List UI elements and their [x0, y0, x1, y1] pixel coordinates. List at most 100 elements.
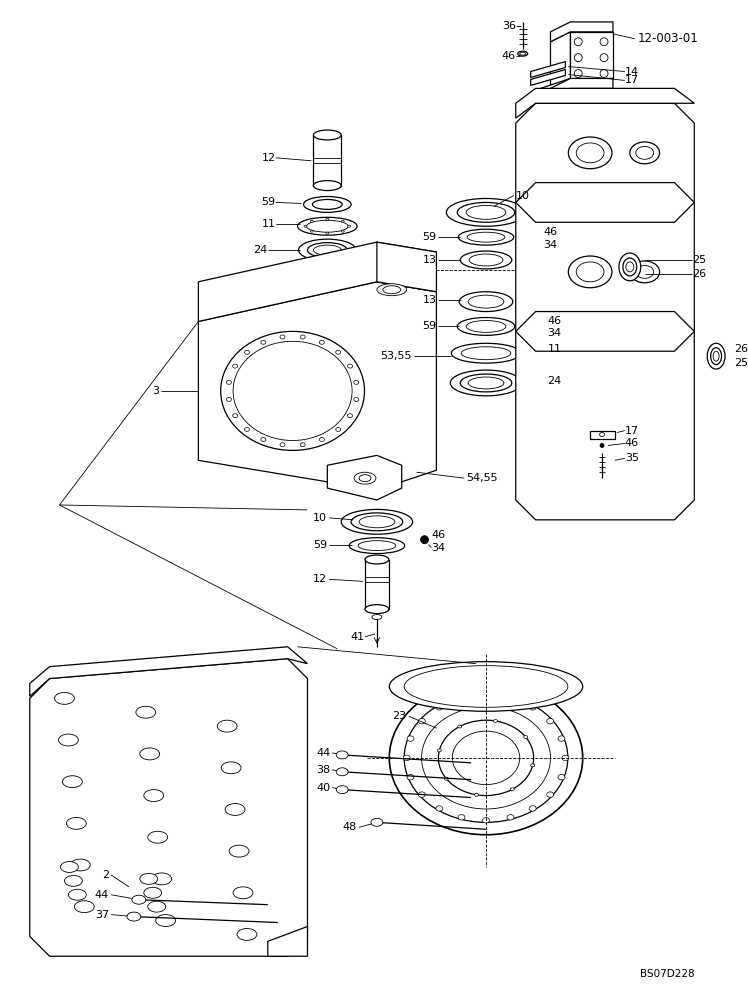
Ellipse shape — [58, 734, 79, 746]
Ellipse shape — [436, 705, 443, 710]
Ellipse shape — [626, 262, 634, 272]
Ellipse shape — [140, 748, 159, 760]
Ellipse shape — [140, 873, 158, 884]
Ellipse shape — [233, 414, 238, 418]
Ellipse shape — [518, 51, 527, 56]
Ellipse shape — [407, 774, 414, 780]
Ellipse shape — [507, 696, 514, 701]
Polygon shape — [377, 242, 436, 292]
Ellipse shape — [221, 762, 241, 774]
Ellipse shape — [468, 295, 504, 308]
Ellipse shape — [451, 343, 521, 363]
Text: 48: 48 — [343, 822, 357, 832]
Ellipse shape — [383, 286, 401, 294]
Ellipse shape — [227, 397, 231, 401]
Ellipse shape — [319, 340, 325, 344]
Ellipse shape — [450, 370, 521, 396]
Ellipse shape — [359, 475, 371, 482]
Text: 59: 59 — [313, 540, 328, 550]
Ellipse shape — [261, 438, 266, 441]
Ellipse shape — [494, 719, 497, 722]
Text: 46: 46 — [544, 227, 558, 237]
Ellipse shape — [341, 220, 344, 222]
Ellipse shape — [148, 831, 168, 843]
Text: 14: 14 — [625, 67, 639, 77]
Ellipse shape — [144, 887, 162, 898]
Polygon shape — [551, 78, 613, 98]
Polygon shape — [551, 32, 570, 88]
Polygon shape — [268, 926, 307, 956]
Ellipse shape — [319, 438, 325, 441]
Text: 34: 34 — [544, 240, 558, 250]
Ellipse shape — [474, 793, 479, 796]
Ellipse shape — [574, 38, 582, 46]
Polygon shape — [551, 22, 613, 42]
Text: 25: 25 — [734, 358, 748, 368]
Ellipse shape — [568, 256, 612, 288]
Ellipse shape — [233, 364, 238, 368]
Text: 24: 24 — [254, 245, 268, 255]
Ellipse shape — [468, 232, 505, 242]
Ellipse shape — [245, 427, 250, 431]
Ellipse shape — [529, 806, 536, 811]
Ellipse shape — [466, 205, 506, 219]
Ellipse shape — [348, 364, 352, 368]
Ellipse shape — [298, 239, 356, 261]
Ellipse shape — [336, 350, 340, 354]
Text: BS07D228: BS07D228 — [640, 969, 694, 979]
Ellipse shape — [300, 335, 305, 339]
Text: 41: 41 — [351, 632, 365, 642]
Ellipse shape — [558, 774, 565, 780]
Ellipse shape — [348, 414, 352, 418]
Ellipse shape — [313, 199, 342, 209]
Text: 12: 12 — [262, 153, 276, 163]
Ellipse shape — [233, 341, 352, 440]
Ellipse shape — [444, 777, 448, 780]
Text: 12: 12 — [313, 574, 328, 584]
Text: 13: 13 — [423, 295, 436, 305]
Ellipse shape — [307, 220, 348, 232]
Polygon shape — [365, 560, 389, 609]
Ellipse shape — [407, 736, 414, 741]
Ellipse shape — [568, 137, 612, 169]
Ellipse shape — [313, 181, 341, 191]
Text: 40: 40 — [316, 783, 331, 793]
Text: 13: 13 — [423, 255, 436, 265]
Ellipse shape — [547, 792, 554, 797]
Ellipse shape — [711, 348, 722, 365]
Ellipse shape — [466, 320, 506, 332]
Ellipse shape — [341, 230, 344, 232]
Ellipse shape — [457, 202, 515, 222]
Ellipse shape — [389, 662, 583, 711]
Ellipse shape — [337, 751, 348, 759]
Text: 44: 44 — [316, 748, 331, 758]
Ellipse shape — [280, 335, 285, 339]
Ellipse shape — [372, 615, 382, 620]
Ellipse shape — [630, 142, 660, 164]
Ellipse shape — [438, 720, 533, 796]
Ellipse shape — [520, 52, 526, 55]
Ellipse shape — [457, 317, 515, 335]
Ellipse shape — [67, 817, 86, 829]
Ellipse shape — [326, 232, 329, 234]
Ellipse shape — [313, 130, 341, 140]
Ellipse shape — [326, 218, 329, 220]
Ellipse shape — [70, 859, 91, 871]
Ellipse shape — [365, 555, 389, 564]
Text: 26: 26 — [693, 269, 706, 279]
Ellipse shape — [304, 225, 307, 227]
Ellipse shape — [300, 443, 305, 447]
Text: 59: 59 — [423, 232, 436, 242]
Polygon shape — [328, 455, 402, 500]
Polygon shape — [541, 78, 570, 108]
Ellipse shape — [558, 736, 565, 741]
Ellipse shape — [336, 427, 340, 431]
Ellipse shape — [460, 374, 512, 392]
Polygon shape — [570, 32, 613, 78]
Ellipse shape — [74, 901, 94, 913]
Ellipse shape — [61, 862, 79, 872]
Ellipse shape — [127, 912, 141, 921]
Ellipse shape — [404, 666, 568, 707]
Ellipse shape — [576, 262, 604, 282]
Ellipse shape — [420, 536, 429, 544]
